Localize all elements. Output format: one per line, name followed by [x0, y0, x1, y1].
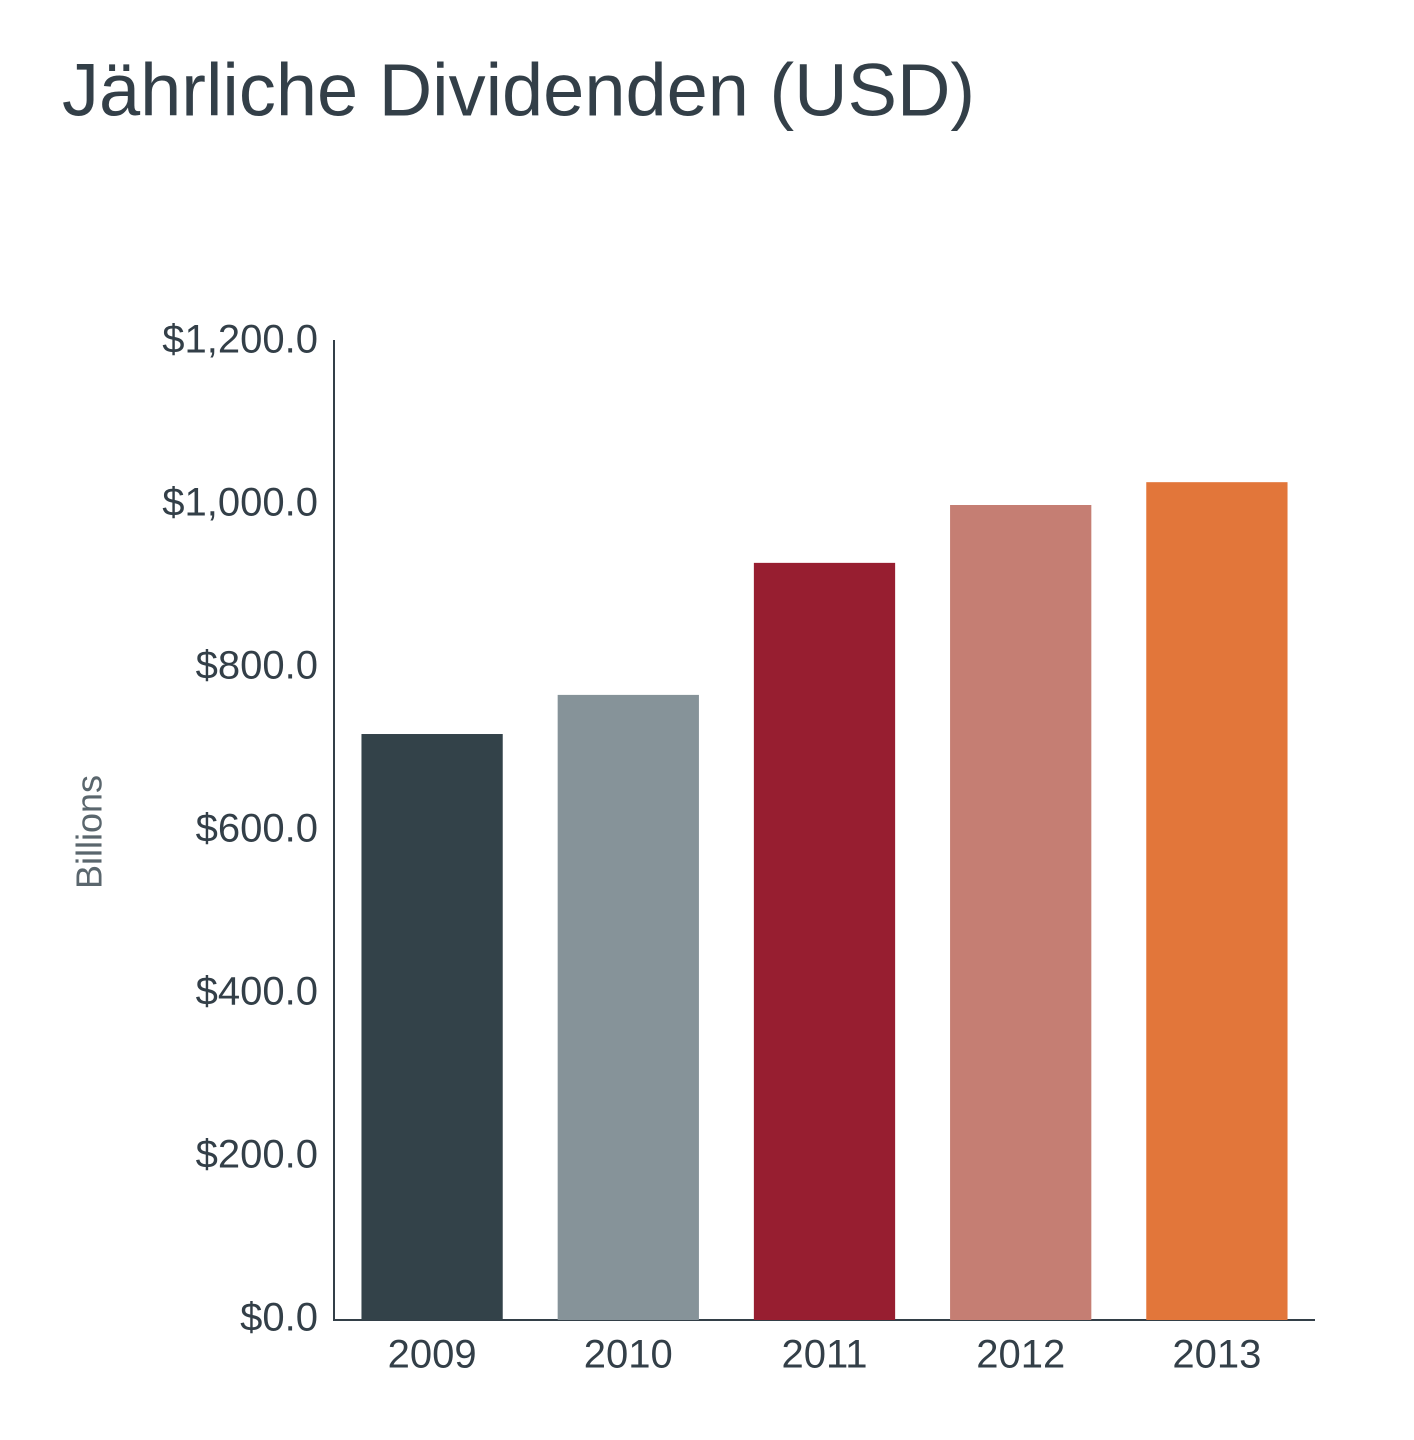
y-tick-label: $600.0: [196, 807, 318, 851]
bar: [753, 562, 896, 1320]
y-axis-label: Billions: [69, 775, 110, 889]
x-tick-label: 2010: [584, 1333, 673, 1377]
chart-title: Jährliche Dividenden (USD): [62, 49, 975, 132]
x-tick-label: 2013: [1172, 1333, 1261, 1377]
y-tick-label: $400.0: [196, 970, 318, 1014]
x-tick-label: 2009: [388, 1333, 477, 1377]
bar: [557, 694, 699, 1320]
x-tick-label: 2011: [781, 1333, 867, 1377]
x-tick-label: 2012: [976, 1333, 1065, 1377]
bar: [361, 734, 503, 1320]
y-tick-label: $200.0: [196, 1133, 318, 1177]
y-tick-label: $0.0: [240, 1296, 318, 1340]
y-tick-label: $1,200.0: [162, 318, 318, 362]
bar: [1146, 482, 1288, 1320]
y-tick-label: $800.0: [196, 644, 318, 688]
bar: [950, 505, 1092, 1320]
y-tick-label: $1,000.0: [162, 481, 318, 525]
